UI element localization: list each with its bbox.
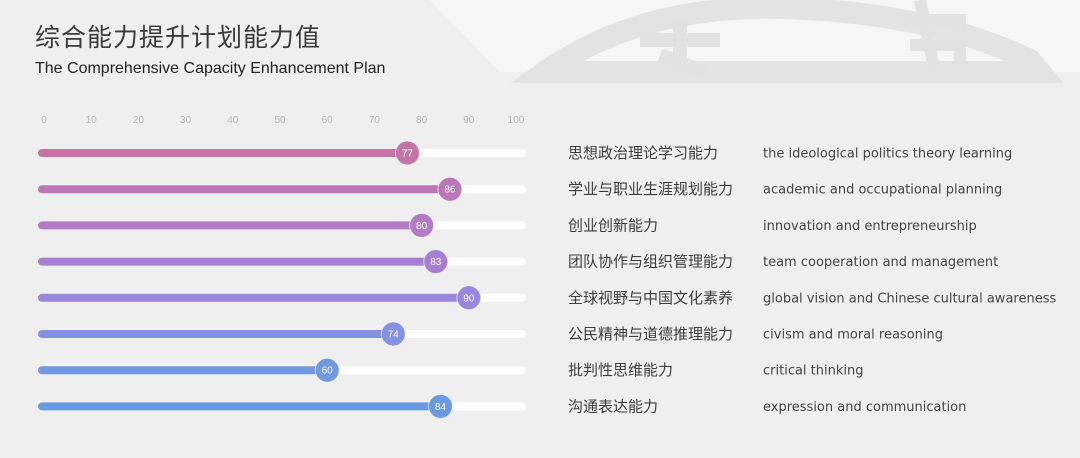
chart-title: 综合能力提升计划能力值: [35, 23, 322, 52]
category-label-cn: 团队协作与组织管理能力: [568, 253, 733, 271]
data-label: 80: [416, 221, 428, 232]
data-label: 83: [430, 257, 442, 268]
data-label: 84: [435, 402, 447, 413]
x-tick-label: 60: [322, 115, 334, 126]
category-labels: 思想政治理论学习能力 the ideological politics theor…: [568, 144, 1056, 415]
category-label-cn: 公民精神与道德推理能力: [568, 325, 733, 343]
data-label: 86: [444, 185, 456, 196]
bar-fill: [38, 366, 328, 375]
value-knob: [314, 357, 340, 383]
value-knob: [427, 393, 453, 419]
x-tick-label: 30: [180, 115, 192, 126]
category-label-en: the ideological politics theory learning: [763, 147, 1012, 162]
category-label-en: global vision and Chinese cultural aware…: [763, 291, 1056, 306]
category-label-cn: 学业与职业生涯规划能力: [568, 180, 733, 198]
x-tick-label: 50: [274, 115, 286, 126]
category-label-en: team cooperation and management: [763, 255, 998, 270]
data-label: 60: [322, 366, 334, 377]
x-tick-label: 40: [227, 115, 239, 126]
value-knob: [437, 176, 463, 202]
category-label-en: critical thinking: [763, 364, 864, 379]
bar-fill: [38, 221, 422, 230]
data-label: 90: [463, 293, 475, 304]
value-knob: [394, 140, 420, 166]
x-tick-label: 10: [86, 115, 98, 126]
category-label-en: academic and occupational planning: [763, 183, 1002, 198]
data-label: 74: [388, 330, 400, 341]
x-axis-ticks: 0 10 20 30 40 50 60 70 80 90 100: [41, 115, 525, 126]
bar-fill: [38, 330, 394, 338]
x-tick-label: 70: [369, 115, 381, 126]
bar-fill: [38, 293, 469, 302]
chart-subtitle: The Comprehensive Capacity Enhancement P…: [35, 60, 386, 77]
x-tick-label: 90: [463, 115, 475, 126]
bars: 77 86 80 83 90 74 60 84: [38, 140, 526, 419]
category-label-en: civism and moral reasoning: [763, 328, 943, 343]
value-knob: [456, 285, 482, 311]
value-knob: [380, 321, 406, 347]
value-knob: [423, 249, 449, 275]
bar-fill: [38, 402, 441, 411]
bar-fill: [38, 257, 436, 266]
category-label-cn: 思想政治理论学习能力: [568, 144, 718, 162]
value-knob: [409, 212, 435, 238]
x-tick-label: 0: [41, 115, 47, 126]
x-tick-label: 80: [416, 115, 428, 126]
category-label-cn: 沟通表达能力: [568, 397, 658, 415]
category-label-cn: 创业创新能力: [568, 216, 658, 234]
category-label-cn: 批判性思维能力: [568, 361, 673, 379]
category-label-en: innovation and entrepreneurship: [763, 219, 977, 234]
data-label: 77: [402, 149, 414, 160]
x-tick-label: 20: [133, 115, 145, 126]
x-tick-label: 100: [508, 115, 525, 126]
category-label-en: expression and communication: [763, 400, 966, 415]
bar-fill: [38, 185, 450, 194]
category-label-cn: 全球视野与中国文化素养: [568, 289, 733, 307]
bar-fill: [38, 149, 408, 157]
